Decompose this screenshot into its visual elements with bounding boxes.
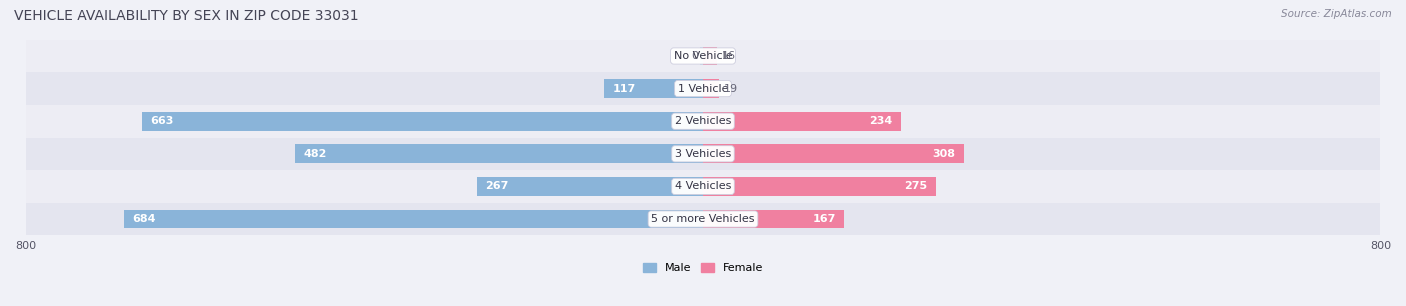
Bar [703,144,965,163]
Bar [142,112,703,131]
Bar [703,79,718,98]
Bar [703,47,717,65]
Text: 0: 0 [690,51,697,61]
Bar [25,203,1381,235]
Text: 5 or more Vehicles: 5 or more Vehicles [651,214,755,224]
Text: 482: 482 [304,149,326,159]
Text: 16: 16 [721,51,735,61]
Bar [703,177,936,196]
Text: 167: 167 [813,214,837,224]
Bar [25,170,1381,203]
Bar [605,79,703,98]
Legend: Male, Female: Male, Female [638,258,768,278]
Text: 1 Vehicle: 1 Vehicle [678,84,728,94]
Text: 275: 275 [904,181,928,192]
Text: 4 Vehicles: 4 Vehicles [675,181,731,192]
Text: VEHICLE AVAILABILITY BY SEX IN ZIP CODE 33031: VEHICLE AVAILABILITY BY SEX IN ZIP CODE … [14,9,359,23]
Text: 684: 684 [132,214,156,224]
Bar [477,177,703,196]
Text: 308: 308 [932,149,955,159]
Text: 117: 117 [613,84,636,94]
Text: 19: 19 [724,84,738,94]
Bar [124,210,703,229]
Bar [295,144,703,163]
Text: 2 Vehicles: 2 Vehicles [675,116,731,126]
Bar [25,105,1381,137]
Bar [700,47,703,65]
Text: Source: ZipAtlas.com: Source: ZipAtlas.com [1281,9,1392,19]
Bar [703,112,901,131]
Text: 663: 663 [150,116,173,126]
Text: No Vehicle: No Vehicle [673,51,733,61]
Text: 234: 234 [869,116,893,126]
Bar [703,210,845,229]
Bar [25,72,1381,105]
Bar [25,40,1381,72]
Bar [25,137,1381,170]
Text: 267: 267 [485,181,509,192]
Text: 3 Vehicles: 3 Vehicles [675,149,731,159]
